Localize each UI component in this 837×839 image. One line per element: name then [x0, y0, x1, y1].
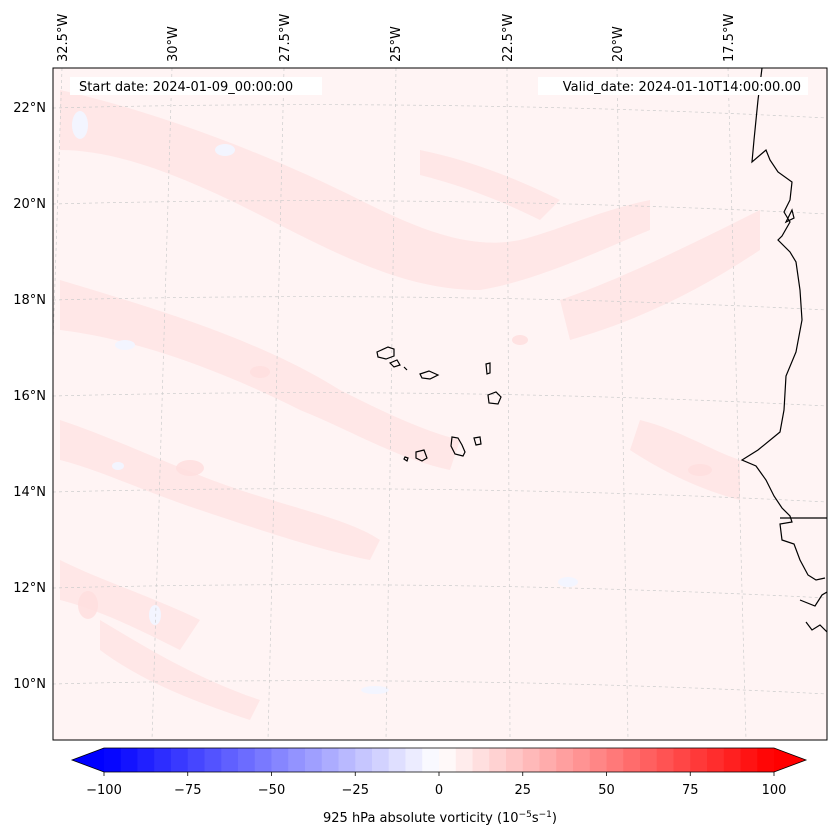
- colorbar-swatch: [757, 748, 775, 772]
- colorbar-tick-label: −50: [258, 783, 285, 798]
- colorbar-swatch: [254, 748, 273, 772]
- colorbar-swatch: [204, 748, 222, 772]
- colorbar-swatch: [288, 748, 306, 772]
- valid-date-label: Valid_date: 2024-01-10T14:00:00.00: [563, 80, 801, 95]
- colorbar-swatch: [539, 748, 557, 772]
- colorbar-tick-label: −75: [174, 783, 201, 798]
- coastline: [740, 68, 827, 633]
- colorbar-swatch: [187, 748, 206, 772]
- lon-label: 27.5°W: [278, 14, 293, 62]
- colorbar-swatch: [589, 748, 608, 772]
- valid-date-box: [538, 77, 808, 95]
- colorbar-swatch: [472, 748, 490, 772]
- colorbar-swatch: [439, 748, 457, 772]
- lon-label: 32.5°W: [56, 14, 71, 62]
- lat-label: 12°N: [13, 581, 46, 596]
- colorbar-swatch: [623, 748, 641, 772]
- colorbar-tick-label: 100: [762, 783, 787, 798]
- colorbar-swatch: [489, 748, 507, 772]
- graticule: [53, 68, 827, 740]
- colorbar-min-extend: [72, 748, 104, 772]
- colorbar-tick-label: 0: [435, 783, 443, 798]
- colorbar-swatch: [405, 748, 423, 772]
- colorbar-swatch: [707, 748, 725, 772]
- longitude-labels: 32.5°W 30°W 27.5°W 25°W 22.5°W 20°W 17.5…: [56, 14, 737, 62]
- colorbar-swatch: [740, 748, 758, 772]
- colorbar-swatch: [238, 748, 256, 772]
- colorbar-swatch: [104, 748, 122, 772]
- lon-label: 25°W: [389, 26, 404, 62]
- colorbar-swatch: [455, 748, 474, 772]
- colorbar-swatch: [221, 748, 239, 772]
- colorbar-swatch: [723, 748, 742, 772]
- colorbar-label: 925 hPa absolute vorticity (10−5s−1): [323, 810, 557, 826]
- colorbar-swatch: [506, 748, 524, 772]
- colorbar-swatch: [690, 748, 708, 772]
- colorbar: −100 −75 −50 −25 0 25 50 75 100 925 hPa …: [70, 747, 808, 826]
- colorbar-max-extend: [774, 748, 806, 772]
- colorbar-swatch: [656, 748, 675, 772]
- colorbar-swatch: [372, 748, 390, 772]
- colorbar-swatch: [305, 748, 323, 772]
- colorbar-swatch: [271, 748, 289, 772]
- colorbar-tick-label: 25: [514, 783, 531, 798]
- colorbar-swatch: [573, 748, 591, 772]
- colorbar-tick-label: 50: [598, 783, 615, 798]
- colorbar-swatch: [673, 748, 691, 772]
- colorbar-swatch: [171, 748, 189, 772]
- lon-label: 30°W: [166, 26, 181, 62]
- colorbar-swatches: [104, 748, 775, 772]
- lon-label: 20°W: [611, 26, 626, 62]
- lon-label: 17.5°W: [722, 14, 737, 62]
- lat-label: 20°N: [13, 197, 46, 212]
- lon-label: 22.5°W: [501, 14, 516, 62]
- colorbar-swatch: [355, 748, 373, 772]
- latitude-labels: 22°N 20°N 18°N 16°N 14°N 12°N 10°N: [13, 101, 46, 692]
- colorbar-tick-marks: [103, 772, 775, 776]
- vorticity-negative-patches: [72, 111, 578, 694]
- cabo-verde-islands: [376, 346, 502, 462]
- lat-label: 10°N: [13, 677, 46, 692]
- colorbar-swatch: [137, 748, 155, 772]
- colorbar-swatch: [556, 748, 574, 772]
- start-date-label: Start date: 2024-01-09_00:00:00: [79, 80, 293, 95]
- start-date-box: [70, 77, 322, 95]
- map-area: Start date: 2024-01-09_00:00:00 Valid_da…: [53, 68, 827, 740]
- colorbar-swatch: [321, 748, 340, 772]
- colorbar-tick-label: −100: [86, 783, 122, 798]
- colorbar-swatch: [422, 748, 440, 772]
- colorbar-swatch: [388, 748, 407, 772]
- map-frame: [52, 67, 828, 741]
- lat-label: 18°N: [13, 293, 46, 308]
- colorbar-swatch: [154, 748, 172, 772]
- colorbar-swatch: [606, 748, 624, 772]
- colorbar-tick-label: −25: [342, 783, 369, 798]
- lat-label: 22°N: [13, 101, 46, 116]
- vorticity-positive-streaks: [60, 90, 760, 720]
- colorbar-swatch: [120, 748, 139, 772]
- colorbar-swatch: [640, 748, 658, 772]
- vorticity-positive-cores: [78, 335, 712, 619]
- colorbar-tick-label: 75: [682, 783, 699, 798]
- colorbar-ticks: −100 −75 −50 −25 0 25 50 75 100: [86, 783, 786, 798]
- lat-label: 14°N: [13, 485, 46, 500]
- lat-label: 16°N: [13, 389, 46, 404]
- colorbar-swatch: [522, 748, 541, 772]
- colorbar-swatch: [338, 748, 356, 772]
